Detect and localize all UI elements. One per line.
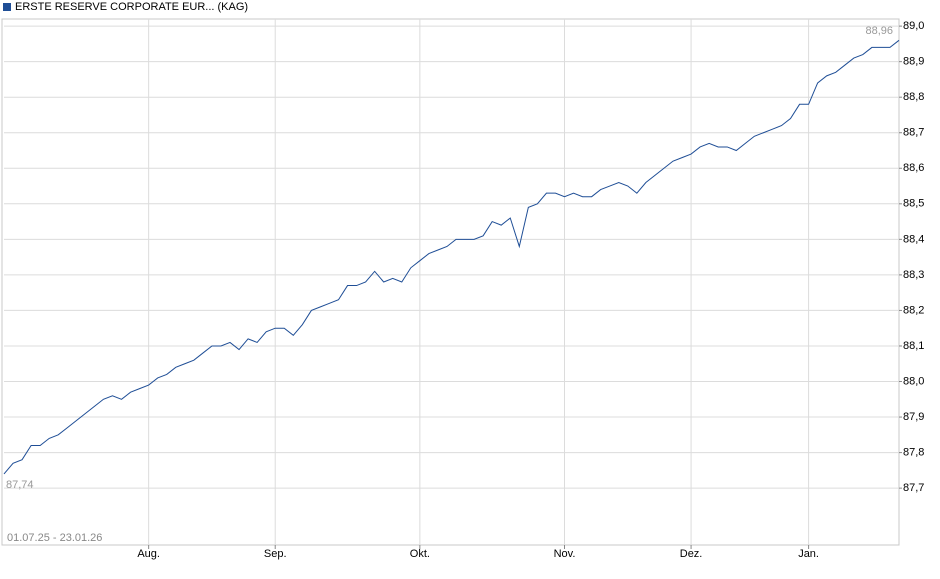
x-tick-label: Sep. [264,548,287,560]
y-tick-label: 88,8 [903,91,924,103]
y-tick-label: 88,4 [903,233,924,245]
y-tick-label: 88,5 [903,198,924,210]
x-tick-label: Aug. [137,548,160,560]
legend-label: ERSTE RESERVE CORPORATE EUR... (KAG) [15,1,248,13]
y-tick-label: 88,0 [903,375,924,387]
y-tick-label: 87,9 [903,411,924,423]
value-label: 87,74 [6,479,34,491]
y-tick-label: 88,2 [903,304,924,316]
y-tick-label: 88,3 [903,269,924,281]
value-label: 88,96 [865,25,893,37]
x-tick-label: Dez. [680,548,703,560]
y-tick-label: 87,8 [903,447,924,459]
plot-frame [1,18,900,546]
y-tick-label: 88,6 [903,162,924,174]
y-tick-label: 88,7 [903,127,924,139]
price-line [3,39,900,475]
legend-swatch [3,3,11,11]
x-tick-label: Jan. [798,548,819,560]
x-tick-label: Okt. [410,548,430,560]
date-range: 01.07.25 - 23.01.26 [7,532,102,544]
y-tick-label: 88,9 [903,56,924,68]
y-tick-label: 88,1 [903,340,924,352]
y-tick-label: 89,0 [903,20,924,32]
x-tick-label: Nov. [554,548,576,560]
y-tick-label: 87,7 [903,482,924,494]
